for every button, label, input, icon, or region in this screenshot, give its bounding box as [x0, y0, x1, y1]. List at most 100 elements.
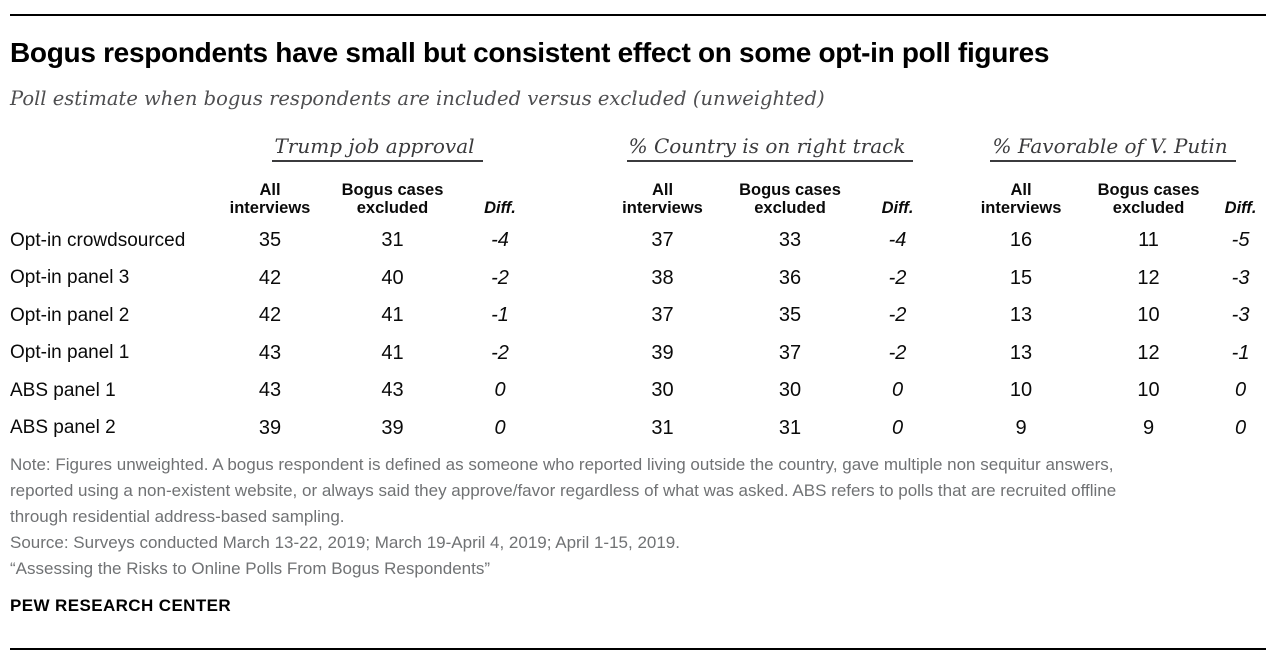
table-body: Opt-in crowdsourced 35 31 -4 37 33 -4 16 11 -5 Opt… — [10, 222, 1266, 447]
table-row: ABS panel 2 39 39 0 31 31 0 9 9 0 — [10, 410, 1266, 448]
spacer — [545, 164, 600, 222]
diff-value-cell: 0 — [494, 379, 506, 402]
value-cell: 31 — [778, 416, 802, 439]
spacer — [940, 260, 960, 298]
spacer — [940, 222, 960, 260]
diff-value-cell: -4 — [491, 229, 509, 252]
value-cell: 30 — [778, 379, 802, 402]
spacer — [940, 372, 960, 410]
column-header-row: All interviews Bogus cases excluded Diff… — [10, 164, 1266, 222]
spacer — [940, 132, 960, 164]
value-cell: 12 — [1137, 341, 1160, 364]
value-cell: 16 — [1009, 229, 1033, 252]
value-cell: 39 — [651, 341, 674, 364]
table-row: Opt-in panel 1 43 41 -2 39 37 -2 13 12 -1 — [10, 335, 1266, 373]
value-cell: 38 — [651, 266, 674, 289]
col-header-bogus-excluded: Bogus cases excluded — [341, 181, 444, 217]
group-header-label: % Favorable of V. Putin — [990, 134, 1236, 162]
spacer — [940, 297, 960, 335]
diff-value-cell: -2 — [888, 341, 907, 364]
value-cell: 10 — [1137, 304, 1160, 327]
value-cell: 43 — [381, 379, 404, 402]
footnotes-block: Note: Figures unweighted. A bogus respon… — [10, 452, 1170, 582]
value-cell: 15 — [1009, 266, 1033, 289]
row-label: Opt-in panel 3 — [10, 267, 130, 289]
value-cell: 30 — [651, 379, 674, 402]
diff-value-cell: -5 — [1231, 229, 1250, 252]
spacer — [940, 164, 960, 222]
value-cell: 33 — [778, 229, 802, 252]
value-cell: 31 — [381, 229, 404, 252]
value-cell: 10 — [1009, 379, 1033, 402]
value-cell: 11 — [1138, 229, 1159, 252]
value-cell: 31 — [651, 416, 674, 439]
pew-research-center-wordmark: PEW RESEARCH CENTER — [10, 596, 232, 615]
diff-value-cell: -2 — [888, 266, 907, 289]
col-header-all-interviews: All interviews — [622, 181, 703, 217]
spacer — [545, 372, 600, 410]
page-title: Bogus respondents have small but consist… — [10, 37, 1050, 68]
value-cell: 10 — [1137, 379, 1160, 402]
value-cell: 37 — [778, 341, 802, 364]
spacer — [545, 260, 600, 298]
col-header-bogus-excluded: Bogus cases excluded — [1097, 181, 1200, 217]
diff-value-cell: 0 — [891, 416, 904, 439]
empty-corner — [10, 132, 210, 164]
group-header-putin-favorable: % Favorable of V. Putin — [960, 132, 1266, 164]
spacer — [545, 410, 600, 448]
source-text: Source: Surveys conducted March 13-22, 2… — [10, 533, 680, 552]
diff-value-cell: 0 — [891, 379, 904, 402]
diff-value-cell: -4 — [888, 229, 907, 252]
value-cell: 43 — [258, 341, 282, 364]
group-header-label: % Country is on right track — [626, 134, 914, 162]
spacer — [545, 222, 600, 260]
report-title-text: “Assessing the Risks to Online Polls Fro… — [10, 559, 490, 578]
value-cell: 12 — [1137, 266, 1160, 289]
empty-corner — [10, 164, 210, 222]
value-cell: 13 — [1009, 341, 1033, 364]
row-label: Opt-in panel 1 — [10, 342, 130, 364]
value-cell: 39 — [258, 416, 282, 439]
value-cell: 40 — [381, 266, 404, 289]
diff-value-cell: -1 — [1231, 341, 1250, 364]
value-cell: 9 — [1142, 416, 1155, 439]
col-header-all-interviews: All interviews — [980, 181, 1062, 217]
row-label: Opt-in crowdsourced — [10, 229, 186, 251]
top-rule — [10, 14, 1266, 16]
table-row: Opt-in panel 2 42 41 -1 37 35 -2 13 10 -3 — [10, 297, 1266, 335]
col-header-diff: Diff. — [484, 199, 516, 217]
row-label: ABS panel 2 — [10, 417, 116, 439]
group-header-label: Trump job approval — [272, 134, 483, 162]
diff-value-cell: -3 — [1231, 266, 1250, 289]
diff-value-cell: -2 — [888, 304, 907, 327]
col-header-diff: Diff. — [1224, 199, 1257, 217]
value-cell: 39 — [381, 416, 404, 439]
diff-value-cell: -2 — [491, 341, 509, 364]
spacer — [545, 335, 600, 373]
note-text: Note: Figures unweighted. A bogus respon… — [10, 455, 1117, 526]
group-header-row: Trump job approval % Country is on right… — [10, 132, 1266, 164]
value-cell: 42 — [258, 266, 282, 289]
value-cell: 42 — [258, 304, 282, 327]
value-cell: 9 — [1015, 416, 1027, 439]
value-cell: 37 — [651, 304, 674, 327]
value-cell: 36 — [778, 266, 802, 289]
value-cell: 35 — [258, 229, 282, 252]
col-header-all-interviews: All interviews — [229, 181, 311, 217]
value-cell: 13 — [1009, 304, 1033, 327]
spacer — [545, 297, 600, 335]
value-cell: 41 — [381, 341, 404, 364]
poll-estimates-table: Trump job approval % Country is on right… — [10, 132, 1266, 447]
diff-value-cell: -1 — [491, 304, 509, 327]
diff-value-cell: -2 — [491, 266, 509, 289]
bottom-rule — [10, 648, 1266, 650]
table-row: ABS panel 1 43 43 0 30 30 0 10 10 0 — [10, 372, 1266, 410]
diff-value-cell: 0 — [1235, 379, 1247, 402]
value-cell: 41 — [381, 304, 404, 327]
diff-value-cell: 0 — [494, 416, 506, 439]
col-header-diff: Diff. — [881, 199, 914, 217]
spacer — [940, 410, 960, 448]
row-label: ABS panel 1 — [10, 379, 116, 401]
diff-value-cell: -3 — [1231, 304, 1250, 327]
row-label: Opt-in panel 2 — [10, 304, 130, 326]
